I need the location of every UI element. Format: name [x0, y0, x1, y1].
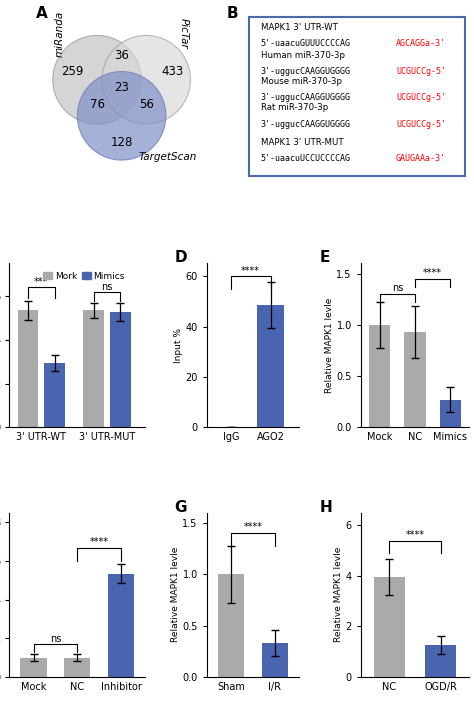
Bar	[257, 305, 283, 427]
Text: 5'-uaacuGUUUCCCCAG: 5'-uaacuGUUUCCCCAG	[261, 39, 351, 48]
Text: ns: ns	[101, 281, 113, 292]
Bar	[374, 577, 405, 677]
Circle shape	[53, 35, 141, 124]
Text: PicTar: PicTar	[179, 18, 189, 49]
FancyBboxPatch shape	[249, 18, 465, 176]
Text: 5'-uaacuUCCUCCCCAG: 5'-uaacuUCCUCCCCAG	[261, 154, 351, 163]
Text: ns: ns	[50, 634, 61, 644]
Y-axis label: Relative MAPK1 levle: Relative MAPK1 levle	[334, 547, 343, 642]
Text: Human miR-370-3p: Human miR-370-3p	[261, 51, 345, 60]
Text: Rat miR-370-3p: Rat miR-370-3p	[261, 103, 328, 112]
Bar	[262, 643, 288, 677]
Text: 3'-uggucCAAGGUGGGG: 3'-uggucCAAGGUGGGG	[261, 67, 351, 76]
Text: AGCAGGa-3': AGCAGGa-3'	[396, 39, 446, 48]
Text: G: G	[174, 500, 187, 515]
Text: 259: 259	[61, 65, 83, 78]
Text: MAPK1 3' UTR-WT: MAPK1 3' UTR-WT	[261, 23, 337, 32]
Bar	[108, 574, 134, 677]
Text: 3'-uggucCAAGGUGGGG: 3'-uggucCAAGGUGGGG	[261, 93, 351, 102]
Text: 128: 128	[110, 135, 133, 149]
Text: ns: ns	[392, 283, 403, 293]
Text: UCGUCCg-5': UCGUCCg-5'	[396, 67, 446, 76]
Bar	[45, 363, 65, 427]
Text: miRanda: miRanda	[55, 11, 64, 57]
Bar	[404, 332, 426, 427]
Bar	[64, 658, 91, 677]
Circle shape	[102, 35, 191, 124]
Bar	[370, 325, 391, 427]
Text: UCGUCCg-5': UCGUCCg-5'	[396, 93, 446, 102]
Text: 56: 56	[139, 98, 154, 111]
Text: ****: ****	[241, 266, 260, 276]
Text: E: E	[319, 250, 330, 265]
Y-axis label: Relative MAPK1 levle: Relative MAPK1 levle	[171, 547, 180, 642]
Bar	[110, 312, 131, 427]
Text: D: D	[174, 250, 187, 265]
Text: H: H	[319, 500, 332, 515]
Bar	[83, 310, 104, 427]
Text: 23: 23	[114, 81, 129, 94]
Y-axis label: Input %: Input %	[173, 328, 182, 363]
Text: ****: ****	[405, 530, 425, 540]
Y-axis label: Relative MAPK1 levle: Relative MAPK1 levle	[325, 298, 334, 393]
Text: MAPK1 3' UTR-MUT: MAPK1 3' UTR-MUT	[261, 137, 343, 147]
Text: ****: ****	[244, 522, 263, 532]
Text: ***: ***	[34, 277, 48, 287]
Text: GAUGAAa-3': GAUGAAa-3'	[396, 154, 446, 163]
Circle shape	[77, 71, 166, 160]
Text: 36: 36	[114, 49, 129, 61]
Bar	[439, 400, 461, 427]
Text: B: B	[227, 6, 239, 21]
Text: ****: ****	[90, 537, 109, 547]
Text: TargetScan: TargetScan	[138, 152, 197, 162]
Text: 433: 433	[161, 65, 183, 78]
Text: 3'-uggucCAAGGUGGGG: 3'-uggucCAAGGUGGGG	[261, 120, 351, 128]
Text: Mouse miR-370-3p: Mouse miR-370-3p	[261, 77, 342, 86]
Bar	[218, 575, 244, 677]
Text: 76: 76	[90, 98, 104, 111]
Text: UCGUCCg-5': UCGUCCg-5'	[396, 120, 446, 128]
Text: ****: ****	[423, 268, 442, 278]
Text: A: A	[36, 6, 48, 21]
Bar	[20, 658, 46, 677]
Bar	[18, 310, 38, 427]
Bar	[425, 645, 456, 677]
Legend: Mork, Mimics: Mork, Mimics	[40, 268, 128, 284]
